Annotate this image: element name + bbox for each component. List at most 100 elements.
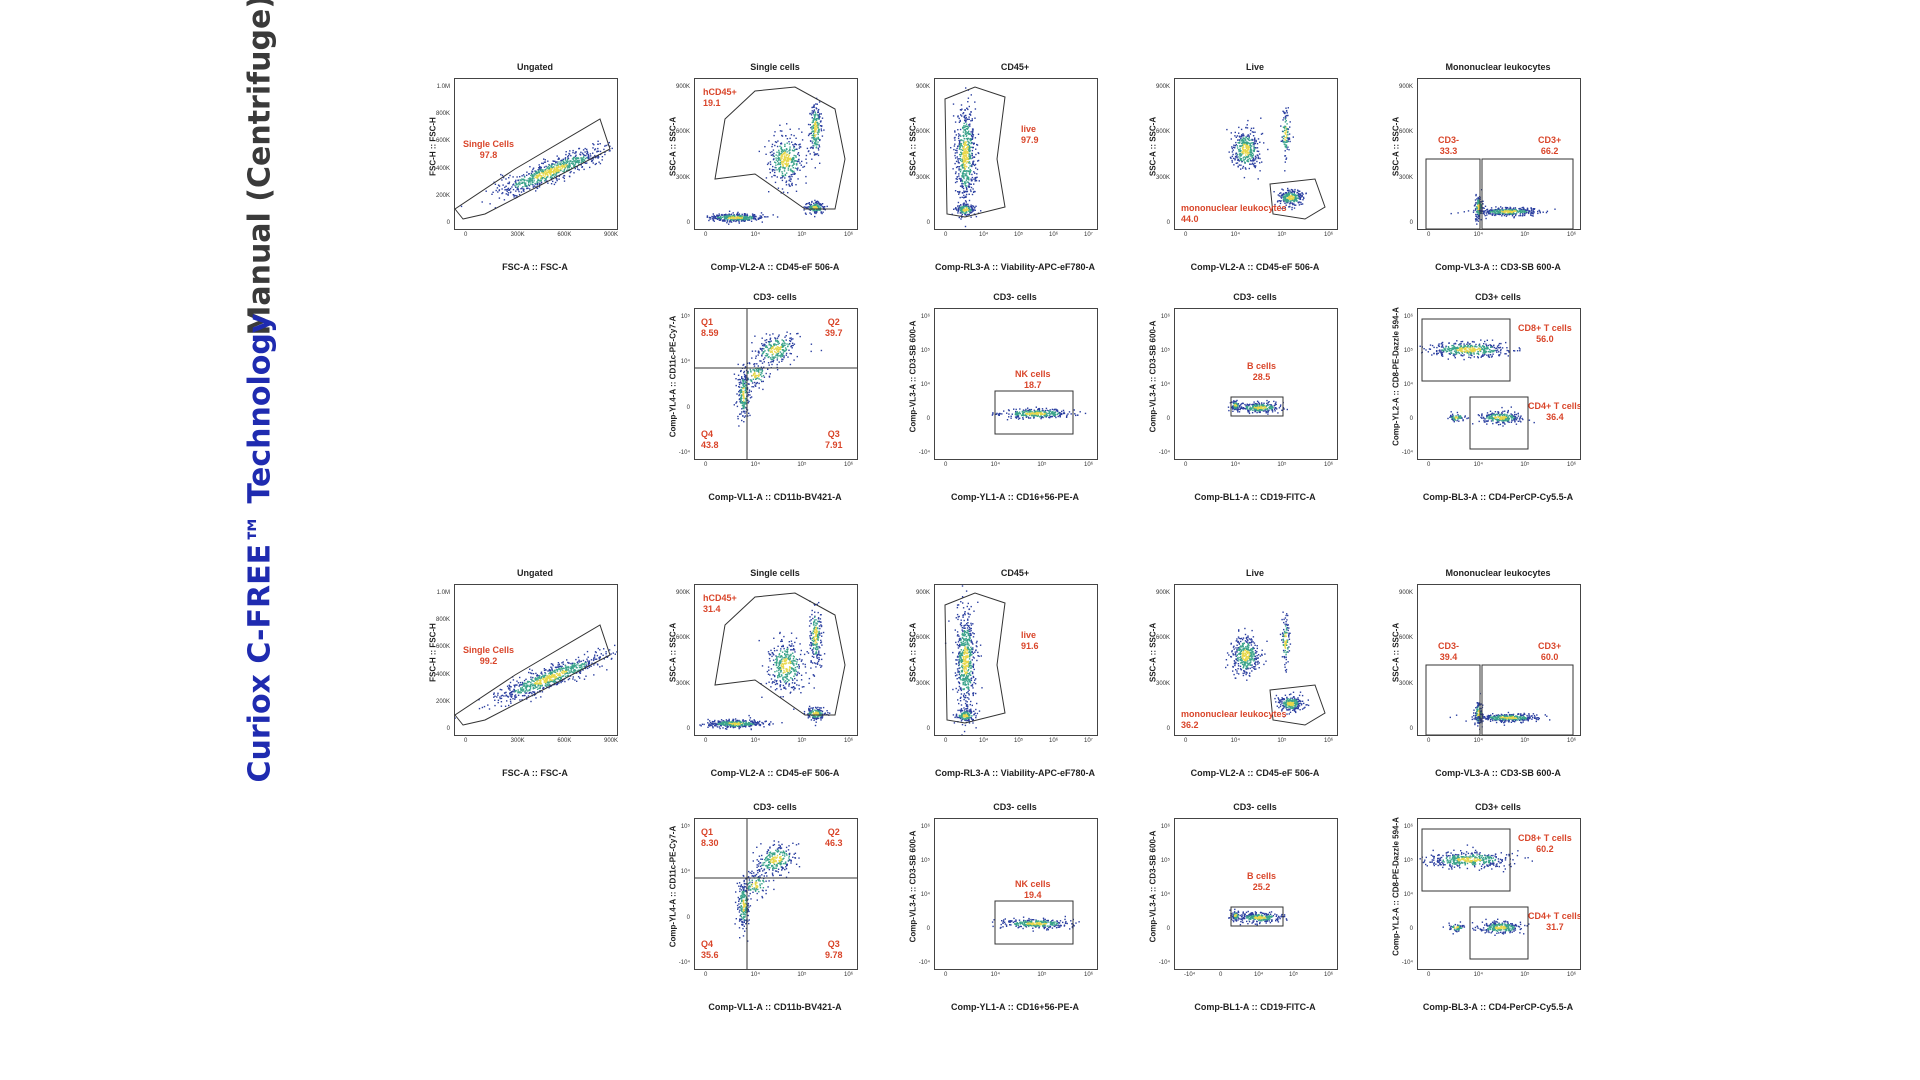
event-dot <box>783 344 785 346</box>
event-dot <box>733 217 736 219</box>
event-dot <box>607 144 609 146</box>
event-dot <box>952 103 955 105</box>
event-dot <box>515 183 518 185</box>
event-dot <box>962 187 965 190</box>
event-dot <box>575 158 577 160</box>
event-dot <box>1485 217 1487 220</box>
event-dot <box>818 101 821 103</box>
event-dot <box>965 119 967 122</box>
event-dot <box>782 191 785 193</box>
event-dot <box>1519 213 1521 215</box>
event-dot <box>1523 211 1525 213</box>
event-dot <box>511 186 513 188</box>
event-dot <box>813 145 815 147</box>
event-dot <box>967 97 970 99</box>
event-dot <box>744 219 746 221</box>
event-dot <box>567 166 569 168</box>
event-dot <box>807 202 809 205</box>
event-dot <box>515 186 517 188</box>
event-dot <box>1289 203 1291 205</box>
event-dot <box>1250 163 1252 165</box>
event-dot <box>1249 153 1252 155</box>
event-dot <box>793 163 795 165</box>
event-dot <box>761 344 764 347</box>
event-dot <box>745 388 747 390</box>
event-dot <box>782 149 784 152</box>
event-dot <box>556 166 559 169</box>
event-dot <box>962 112 965 114</box>
event-dot <box>1291 203 1294 205</box>
event-dot <box>1475 209 1477 211</box>
event-dot <box>967 137 969 140</box>
event-dot <box>1289 195 1291 197</box>
event-dot <box>1246 150 1248 153</box>
event-dot <box>1039 411 1042 413</box>
event-dot <box>1286 199 1288 201</box>
event-dot <box>974 101 976 103</box>
event-dot <box>761 221 763 223</box>
event-dot <box>1478 201 1480 204</box>
event-dot <box>756 363 758 365</box>
event-dot <box>813 130 816 132</box>
event-dot <box>767 368 769 370</box>
event-dot <box>757 218 760 220</box>
event-dot <box>503 199 506 201</box>
event-dot <box>971 207 973 209</box>
event-dot <box>1253 404 1255 407</box>
event-dot <box>1253 150 1255 153</box>
event-dot <box>561 166 564 168</box>
event-dot <box>963 190 965 192</box>
event-dot <box>1038 407 1041 410</box>
event-dot <box>963 140 965 142</box>
event-dot <box>1253 142 1256 144</box>
event-dot <box>742 381 744 383</box>
event-dot <box>814 202 817 204</box>
gate-polygon <box>944 86 1006 218</box>
event-dot <box>745 217 748 219</box>
event-dot <box>594 149 596 151</box>
event-dot <box>971 146 973 148</box>
event-dot <box>1488 211 1490 214</box>
event-dot <box>1245 157 1247 159</box>
event-dot <box>950 147 952 149</box>
event-dot <box>1300 196 1302 198</box>
event-dot <box>1284 194 1286 196</box>
event-dot <box>793 134 795 137</box>
event-dot <box>1252 155 1254 157</box>
event-dot <box>507 192 510 194</box>
event-dot <box>580 151 582 153</box>
event-dot <box>1256 160 1258 163</box>
event-dot <box>740 390 743 392</box>
event-dot <box>1252 407 1254 409</box>
event-dot <box>1501 211 1503 213</box>
event-dot <box>1247 151 1249 154</box>
event-dot <box>741 397 743 400</box>
event-dot <box>507 189 509 191</box>
event-dot <box>996 412 998 415</box>
event-dot <box>778 151 780 153</box>
x-tick-label: 900K <box>604 232 619 238</box>
event-dot <box>1250 409 1252 411</box>
event-dot <box>740 401 743 403</box>
event-dot <box>977 152 979 154</box>
event-dot <box>778 348 781 350</box>
event-dot <box>809 124 811 126</box>
event-dot <box>1474 208 1477 210</box>
event-dot <box>1030 408 1033 411</box>
event-dot <box>797 178 799 180</box>
event-dot <box>972 146 974 149</box>
event-dot <box>1477 199 1480 201</box>
event-dot <box>586 157 588 159</box>
event-dot <box>968 161 971 163</box>
gate-label: mononuclear leukocytes 44.0 <box>1181 203 1287 225</box>
gate-percentage: 39.7 <box>825 328 843 338</box>
event-dot <box>1001 413 1003 415</box>
event-dot <box>781 345 783 347</box>
event-dot <box>959 134 961 136</box>
event-dot <box>1236 145 1239 147</box>
event-dot <box>713 216 716 218</box>
event-dot <box>1271 405 1273 407</box>
plot-title: CD3- cells <box>1233 292 1277 302</box>
event-dot <box>712 216 715 218</box>
x-ticks: 0 10⁴ 10⁵ 10⁶ <box>1417 232 1579 246</box>
